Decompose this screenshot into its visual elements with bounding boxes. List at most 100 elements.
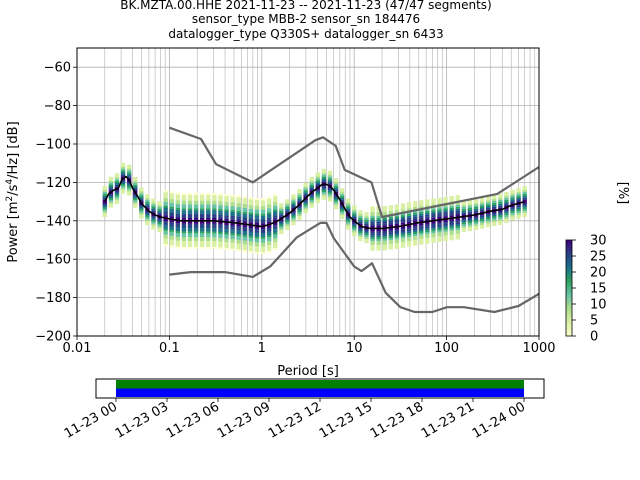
heatmap-cell: [181, 225, 187, 228]
heatmap-cell: [479, 197, 485, 200]
heatmap-cell: [230, 204, 235, 207]
heatmap-cell: [479, 226, 485, 229]
heatmap-cell: [157, 205, 162, 208]
heatmap-cell: [187, 198, 193, 201]
heatmap-cell: [285, 203, 290, 206]
heatmap-cell: [145, 213, 150, 216]
heatmap-cell: [303, 184, 308, 187]
heatmap-cell: [412, 220, 418, 223]
heatmap-cell: [516, 199, 521, 202]
heatmap-cell: [498, 194, 503, 197]
heatmap-cell: [394, 239, 400, 242]
heatmap-cell: [400, 236, 406, 239]
heatmap-cell: [108, 203, 114, 206]
heatmap-cell: [139, 212, 144, 215]
heatmap-cell: [175, 194, 181, 197]
heatmap-cell: [309, 201, 314, 204]
heatmap-cell: [242, 234, 247, 237]
heatmap-cell: [175, 230, 181, 233]
heatmap-cell: [382, 234, 387, 237]
heatmap-cell: [364, 219, 369, 222]
heatmap-cell: [449, 197, 454, 200]
heatmap-cell: [206, 202, 211, 205]
heatmap-cell: [358, 217, 363, 220]
heatmap-cell: [272, 211, 278, 214]
heatmap-cell: [406, 206, 412, 209]
heatmap-cell: [266, 242, 272, 245]
heatmap-cell: [437, 238, 442, 241]
heatmap-cell: [516, 209, 521, 212]
heatmap-cell: [279, 230, 284, 233]
heatmap-cell: [151, 217, 156, 220]
heatmap-cell: [352, 211, 357, 214]
heatmap-cell: [352, 224, 357, 227]
heatmap-cell: [504, 205, 509, 208]
heatmap-cell: [114, 181, 120, 184]
heatmap-cell: [248, 201, 254, 204]
heatmap-cell: [291, 198, 296, 201]
heatmap-cell: [260, 246, 266, 249]
heatmap-cell: [145, 199, 150, 202]
heatmap-cell: [108, 196, 114, 199]
heatmap-cell: [346, 219, 351, 222]
heatmap-cell: [516, 197, 521, 200]
heatmap-cell: [163, 243, 168, 246]
heatmap-cell: [199, 196, 205, 199]
heatmap-cell: [175, 232, 181, 235]
heatmap-cell: [437, 209, 442, 212]
heatmap-cell: [254, 246, 260, 249]
heatmap-cell: [260, 206, 266, 209]
heatmap-cell: [114, 194, 120, 197]
heatmap-cell: [236, 230, 241, 233]
heatmap-cell: [419, 225, 424, 228]
heatmap-cell: [102, 209, 108, 212]
heatmap-cell: [139, 189, 144, 192]
heatmap-cell: [212, 229, 217, 232]
heatmap-cell: [406, 233, 412, 236]
heatmap-cell: [224, 215, 229, 218]
heatmap-cell: [260, 234, 266, 237]
heatmap-cell: [303, 211, 308, 214]
heatmap-cell: [297, 208, 302, 211]
heatmap-cell: [504, 195, 509, 198]
heatmap-cell: [248, 212, 254, 215]
heatmap-cell: [437, 207, 442, 210]
heatmap-cell: [224, 213, 229, 216]
heatmap-cell: [285, 204, 290, 207]
heatmap-cell: [431, 212, 436, 215]
heatmap-cell: [181, 215, 187, 218]
heatmap-cell: [485, 217, 491, 220]
heatmap-cell: [181, 200, 187, 203]
heatmap-cell: [133, 178, 138, 181]
heatmap-cell: [498, 211, 503, 214]
heatmap-cell: [303, 192, 308, 195]
heatmap-cell: [522, 193, 527, 196]
heatmap-cell: [163, 238, 168, 241]
heatmap-cell: [358, 233, 363, 236]
heatmap-cell: [473, 199, 479, 202]
heatmap-cell: [370, 239, 375, 241]
heatmap-cell: [272, 247, 278, 250]
heatmap-cell: [419, 234, 424, 237]
heatmap-cell: [346, 221, 351, 224]
heatmap-cell: [145, 194, 150, 197]
heatmap-cell: [102, 205, 108, 208]
heatmap-cell: [133, 200, 138, 203]
heatmap-cell: [181, 235, 187, 238]
heatmap-cell: [370, 219, 375, 222]
heatmap-cell: [114, 192, 120, 195]
heatmap-cell: [492, 224, 497, 227]
heatmap-cell: [114, 198, 120, 201]
heatmap-cell: [279, 226, 284, 229]
heatmap-cell: [346, 198, 351, 201]
heatmap-cell: [218, 222, 223, 225]
heatmap-cell: [376, 212, 381, 215]
x-tick-label: 1: [258, 341, 266, 356]
heatmap-cell: [510, 193, 515, 196]
heatmap-cell: [370, 240, 375, 243]
plot-background: [77, 48, 539, 336]
heatmap-cell: [449, 228, 454, 231]
heatmap-cell: [504, 220, 509, 223]
heatmap-cell: [321, 195, 327, 198]
